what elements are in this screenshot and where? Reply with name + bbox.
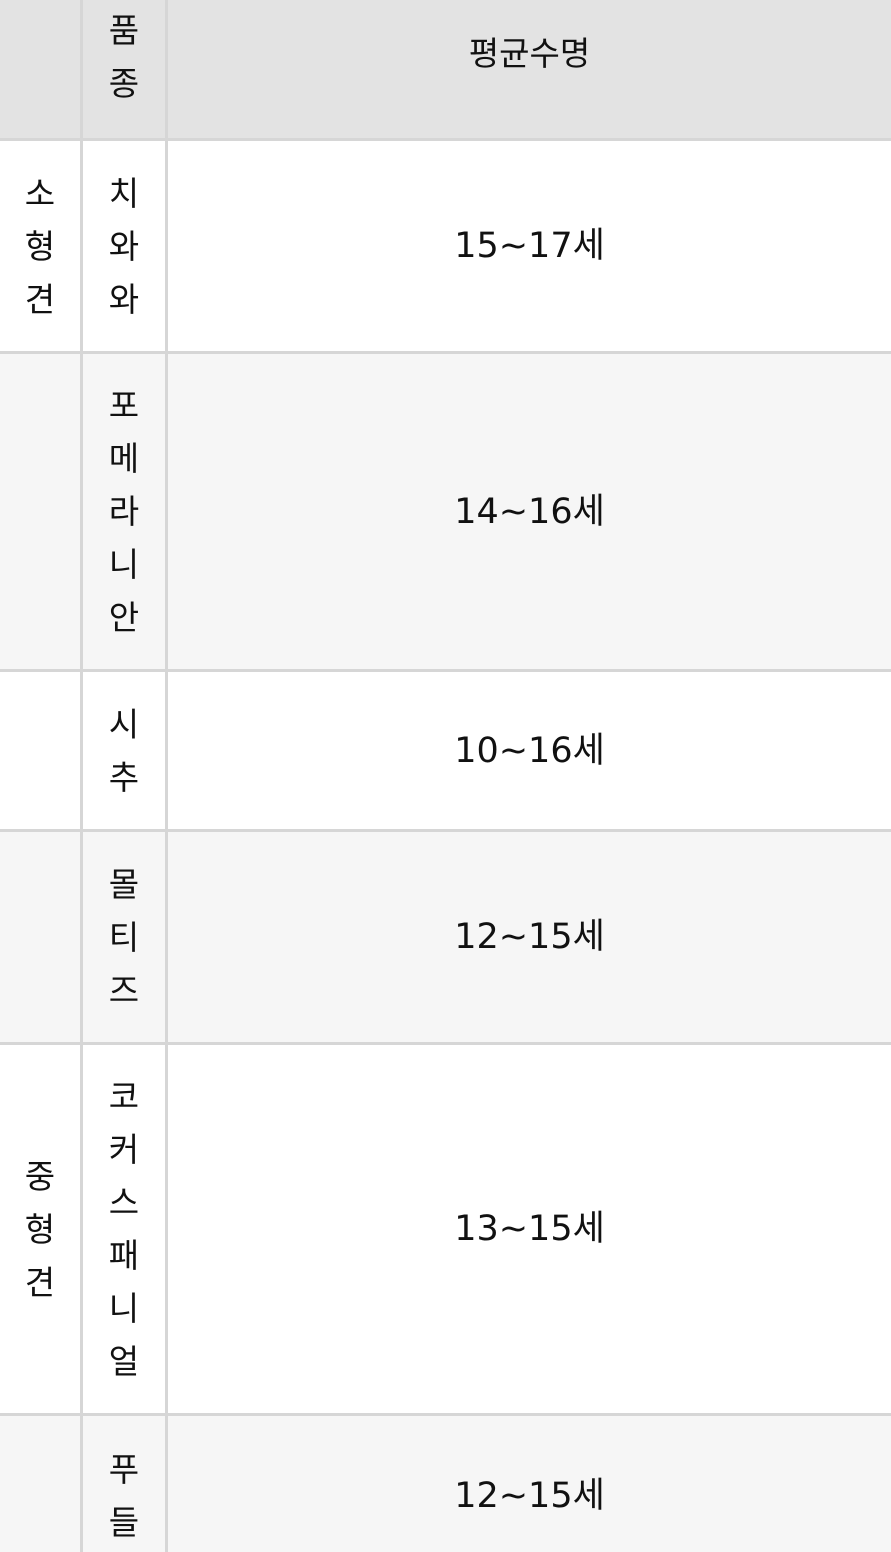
lifespan-cell: 14~16세 (168, 354, 891, 669)
category-cell (0, 672, 80, 829)
header-category-cell (0, 0, 80, 138)
lifespan-cell: 12~15세 (168, 832, 891, 1042)
table-row: 소형견 치와와 15~17세 (0, 141, 891, 354)
category-label: 소형견 (24, 173, 56, 319)
breed-cell: 코커스패니얼 (80, 1045, 168, 1413)
header-breed-label: 품종 (108, 11, 140, 103)
breed-label: 몰티즈 (108, 864, 140, 1010)
category-label: 중형견 (24, 1156, 56, 1302)
table-row: 중형견 코커스패니얼 13~15세 (0, 1045, 891, 1416)
lifespan-cell: 12~15세 (168, 1416, 891, 1552)
breed-cell: 몰티즈 (80, 832, 168, 1042)
breed-cell: 치와와 (80, 141, 168, 351)
table-row: 몰티즈 12~15세 (0, 832, 891, 1045)
category-cell (0, 354, 80, 669)
table-row: 시추 10~16세 (0, 672, 891, 832)
lifespan-cell: 13~15세 (168, 1045, 891, 1413)
category-cell (0, 1416, 80, 1552)
breed-cell: 포메라니안 (80, 354, 168, 669)
lifespan-cell: 15~17세 (168, 141, 891, 351)
breed-label: 포메라니안 (108, 386, 140, 637)
lifespan-value: 15~17세 (454, 226, 605, 266)
breed-label: 치와와 (108, 173, 140, 319)
header-breed-cell: 품종 (80, 0, 168, 138)
lifespan-value: 12~15세 (454, 917, 605, 957)
header-lifespan-cell: 평균수명 (168, 0, 891, 138)
lifespan-value: 12~15세 (454, 1476, 605, 1516)
table-header-row: 품종 평균수명 (0, 0, 891, 141)
table-row: 푸들 12~15세 (0, 1416, 891, 1552)
breed-label: 코커스패니얼 (108, 1077, 140, 1381)
category-cell: 중형견 (0, 1045, 80, 1413)
breed-cell: 푸들 (80, 1416, 168, 1552)
table-row: 포메라니안 14~16세 (0, 354, 891, 672)
breed-label: 시추 (108, 704, 140, 797)
breed-cell: 시추 (80, 672, 168, 829)
category-cell: 소형견 (0, 141, 80, 351)
header-lifespan-label: 평균수명 (468, 34, 591, 73)
breed-label: 푸들 (108, 1450, 140, 1542)
lifespan-value: 14~16세 (454, 491, 605, 532)
lifespan-value: 10~16세 (454, 730, 605, 771)
category-cell (0, 832, 80, 1042)
lifespan-cell: 10~16세 (168, 672, 891, 829)
lifespan-value: 13~15세 (454, 1209, 605, 1249)
